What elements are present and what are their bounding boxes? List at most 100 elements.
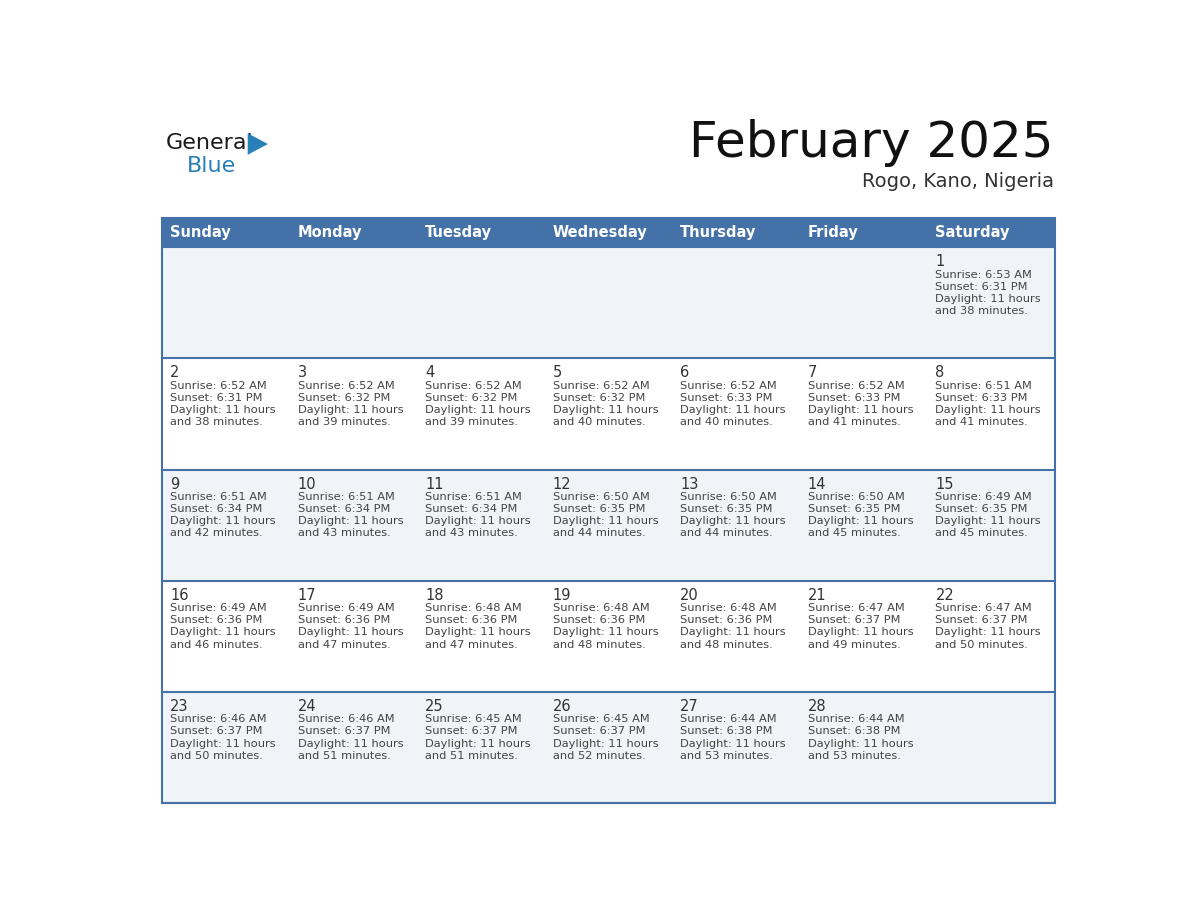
Text: Sunday: Sunday	[170, 225, 230, 241]
Text: Sunset: 6:36 PM: Sunset: 6:36 PM	[425, 615, 518, 625]
Text: Sunset: 6:33 PM: Sunset: 6:33 PM	[935, 393, 1028, 403]
Text: Thursday: Thursday	[681, 225, 757, 241]
Text: and 46 minutes.: and 46 minutes.	[170, 640, 263, 650]
Text: Sunset: 6:38 PM: Sunset: 6:38 PM	[808, 726, 901, 736]
Text: Daylight: 11 hours: Daylight: 11 hours	[808, 739, 914, 749]
Text: Daylight: 11 hours: Daylight: 11 hours	[681, 739, 786, 749]
Text: Sunset: 6:33 PM: Sunset: 6:33 PM	[808, 393, 901, 403]
Text: Sunset: 6:36 PM: Sunset: 6:36 PM	[298, 615, 390, 625]
Text: 19: 19	[552, 588, 571, 603]
Text: Sunrise: 6:48 AM: Sunrise: 6:48 AM	[681, 603, 777, 613]
Text: General: General	[165, 133, 253, 153]
Text: Sunset: 6:36 PM: Sunset: 6:36 PM	[681, 615, 772, 625]
Text: Sunset: 6:31 PM: Sunset: 6:31 PM	[170, 393, 263, 403]
Text: 11: 11	[425, 476, 444, 491]
Text: Daylight: 11 hours: Daylight: 11 hours	[681, 405, 786, 415]
Text: Daylight: 11 hours: Daylight: 11 hours	[298, 405, 404, 415]
Text: 10: 10	[298, 476, 316, 491]
Text: Sunrise: 6:52 AM: Sunrise: 6:52 AM	[425, 381, 522, 391]
Text: and 44 minutes.: and 44 minutes.	[552, 529, 645, 539]
Text: and 43 minutes.: and 43 minutes.	[425, 529, 518, 539]
Text: Sunrise: 6:50 AM: Sunrise: 6:50 AM	[681, 492, 777, 502]
Text: Sunrise: 6:51 AM: Sunrise: 6:51 AM	[935, 381, 1032, 391]
Text: 3: 3	[298, 365, 307, 380]
Text: Daylight: 11 hours: Daylight: 11 hours	[170, 405, 276, 415]
Text: and 42 minutes.: and 42 minutes.	[170, 529, 263, 539]
Bar	[928, 218, 1055, 247]
Text: Sunrise: 6:52 AM: Sunrise: 6:52 AM	[170, 381, 267, 391]
Text: 1: 1	[935, 254, 944, 269]
Text: Sunset: 6:37 PM: Sunset: 6:37 PM	[935, 615, 1028, 625]
Text: Sunset: 6:37 PM: Sunset: 6:37 PM	[552, 726, 645, 736]
Text: Blue: Blue	[188, 156, 236, 176]
Text: 18: 18	[425, 588, 444, 603]
Text: Daylight: 11 hours: Daylight: 11 hours	[935, 405, 1041, 415]
Text: and 47 minutes.: and 47 minutes.	[425, 640, 518, 650]
Text: Daylight: 11 hours: Daylight: 11 hours	[552, 516, 658, 526]
Text: 6: 6	[681, 365, 689, 380]
Text: 21: 21	[808, 588, 827, 603]
Text: Sunset: 6:31 PM: Sunset: 6:31 PM	[935, 282, 1028, 292]
Text: Sunrise: 6:51 AM: Sunrise: 6:51 AM	[298, 492, 394, 502]
Text: and 48 minutes.: and 48 minutes.	[552, 640, 645, 650]
Text: 27: 27	[681, 699, 699, 714]
Text: Daylight: 11 hours: Daylight: 11 hours	[552, 405, 658, 415]
Text: and 52 minutes.: and 52 minutes.	[552, 751, 645, 761]
Text: and 45 minutes.: and 45 minutes.	[808, 529, 901, 539]
Text: Sunrise: 6:49 AM: Sunrise: 6:49 AM	[935, 492, 1032, 502]
Text: and 40 minutes.: and 40 minutes.	[552, 418, 645, 427]
Text: 4: 4	[425, 365, 435, 380]
Text: Sunrise: 6:46 AM: Sunrise: 6:46 AM	[170, 714, 267, 724]
Text: Sunset: 6:33 PM: Sunset: 6:33 PM	[681, 393, 773, 403]
Text: Sunrise: 6:52 AM: Sunrise: 6:52 AM	[681, 381, 777, 391]
Text: and 39 minutes.: and 39 minutes.	[298, 418, 391, 427]
Text: Sunrise: 6:50 AM: Sunrise: 6:50 AM	[552, 492, 650, 502]
Text: and 51 minutes.: and 51 minutes.	[298, 751, 391, 761]
Text: Sunset: 6:37 PM: Sunset: 6:37 PM	[808, 615, 901, 625]
Text: Friday: Friday	[808, 225, 859, 241]
Text: and 41 minutes.: and 41 minutes.	[935, 418, 1028, 427]
Text: Sunrise: 6:50 AM: Sunrise: 6:50 AM	[808, 492, 905, 502]
Text: Daylight: 11 hours: Daylight: 11 hours	[935, 627, 1041, 637]
Text: 13: 13	[681, 476, 699, 491]
Bar	[163, 358, 1055, 470]
Text: and 45 minutes.: and 45 minutes.	[935, 529, 1028, 539]
Text: Daylight: 11 hours: Daylight: 11 hours	[425, 405, 531, 415]
Text: Sunrise: 6:45 AM: Sunrise: 6:45 AM	[425, 714, 522, 724]
Text: Sunrise: 6:51 AM: Sunrise: 6:51 AM	[425, 492, 523, 502]
Text: Daylight: 11 hours: Daylight: 11 hours	[298, 739, 404, 749]
Text: Daylight: 11 hours: Daylight: 11 hours	[808, 516, 914, 526]
Text: and 47 minutes.: and 47 minutes.	[298, 640, 391, 650]
Text: Sunrise: 6:48 AM: Sunrise: 6:48 AM	[425, 603, 522, 613]
Text: 22: 22	[935, 588, 954, 603]
Text: 5: 5	[552, 365, 562, 380]
Text: Daylight: 11 hours: Daylight: 11 hours	[425, 739, 531, 749]
Text: 20: 20	[681, 588, 699, 603]
Text: Sunset: 6:32 PM: Sunset: 6:32 PM	[298, 393, 390, 403]
Text: Sunrise: 6:53 AM: Sunrise: 6:53 AM	[935, 270, 1032, 280]
Text: 28: 28	[808, 699, 827, 714]
Polygon shape	[248, 133, 267, 155]
Text: Sunrise: 6:48 AM: Sunrise: 6:48 AM	[552, 603, 650, 613]
Text: and 53 minutes.: and 53 minutes.	[681, 751, 773, 761]
Bar	[290, 218, 417, 247]
Text: Sunset: 6:37 PM: Sunset: 6:37 PM	[298, 726, 390, 736]
Text: Daylight: 11 hours: Daylight: 11 hours	[298, 516, 404, 526]
Bar	[801, 218, 928, 247]
Text: and 38 minutes.: and 38 minutes.	[935, 306, 1029, 316]
Text: Daylight: 11 hours: Daylight: 11 hours	[935, 294, 1041, 304]
Text: Rogo, Kano, Nigeria: Rogo, Kano, Nigeria	[861, 172, 1054, 191]
Text: Sunset: 6:34 PM: Sunset: 6:34 PM	[425, 504, 518, 514]
Text: Sunrise: 6:47 AM: Sunrise: 6:47 AM	[935, 603, 1032, 613]
Text: Sunset: 6:37 PM: Sunset: 6:37 PM	[170, 726, 263, 736]
Text: Sunrise: 6:44 AM: Sunrise: 6:44 AM	[681, 714, 777, 724]
Text: February 2025: February 2025	[689, 119, 1054, 167]
Text: Saturday: Saturday	[935, 225, 1010, 241]
Text: Sunrise: 6:47 AM: Sunrise: 6:47 AM	[808, 603, 905, 613]
Text: Sunset: 6:36 PM: Sunset: 6:36 PM	[170, 615, 263, 625]
Text: Sunrise: 6:52 AM: Sunrise: 6:52 AM	[298, 381, 394, 391]
Text: and 39 minutes.: and 39 minutes.	[425, 418, 518, 427]
Text: Sunrise: 6:52 AM: Sunrise: 6:52 AM	[552, 381, 650, 391]
Text: Sunrise: 6:52 AM: Sunrise: 6:52 AM	[808, 381, 905, 391]
Bar	[545, 218, 672, 247]
